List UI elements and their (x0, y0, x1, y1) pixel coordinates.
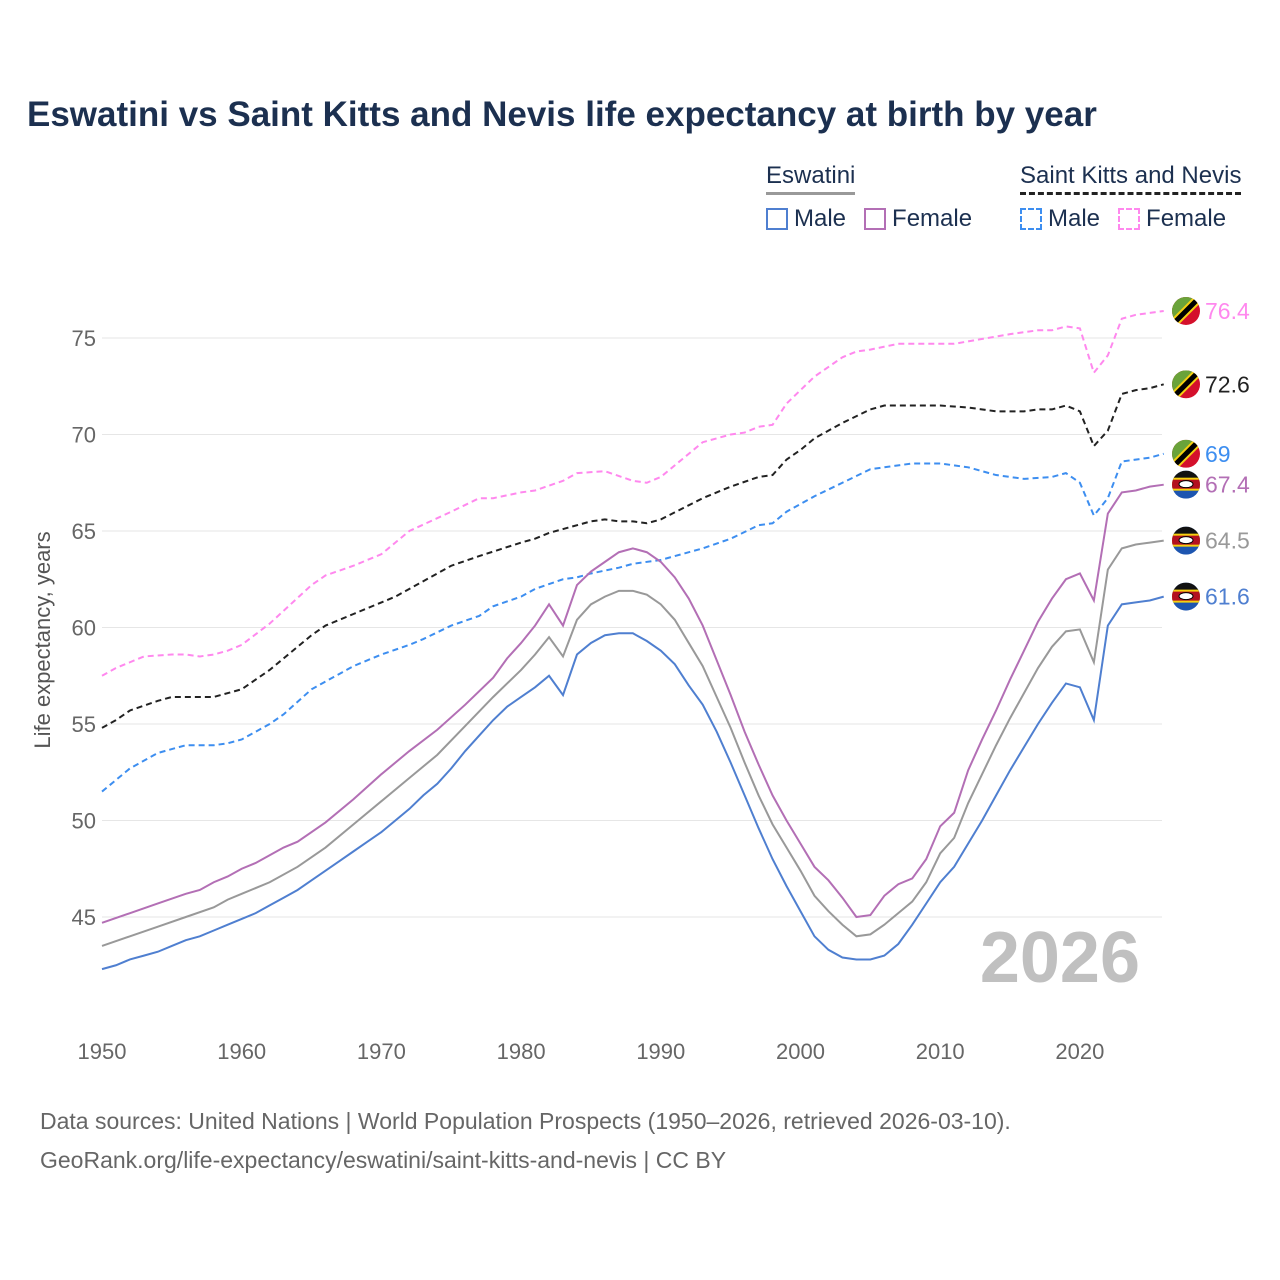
series-line (101, 483, 1164, 924)
x-tick-label: 2000 (776, 1039, 825, 1064)
series-line (101, 595, 1164, 971)
legend-item-eswatini-female[interactable]: Female (864, 205, 972, 233)
legend-item-skn-female[interactable]: Female (1118, 205, 1226, 233)
legend-swatch (766, 208, 788, 230)
x-tick-label: 1980 (497, 1039, 546, 1064)
series-line (101, 309, 1164, 677)
x-tick-label: 2010 (916, 1039, 965, 1064)
end-value-label: 76.4 (1205, 298, 1250, 324)
y-tick-label: 70 (72, 423, 96, 448)
series-line (101, 452, 1164, 793)
saint-kitts-flag-icon (1172, 296, 1200, 325)
legend-label: Male (1048, 205, 1101, 232)
chart-title: Eswatini vs Saint Kitts and Nevis life e… (27, 95, 1097, 134)
eswatini-flag-icon (1172, 526, 1200, 555)
legend-label: Female (892, 205, 973, 232)
y-tick-label: 50 (72, 809, 96, 834)
legend-group-title: Saint Kitts and Nevis (1020, 162, 1242, 195)
legend-swatch (1118, 208, 1141, 230)
gridlines: 45 50 55 60 65 70 75 1950 1960 1970 1980 1990 2000 20… (72, 326, 1162, 1064)
series-lines (101, 309, 1164, 971)
x-tick-label: 1970 (357, 1039, 406, 1064)
legend-swatch (1020, 208, 1042, 230)
legend-label: Female (1146, 205, 1227, 232)
series-line (101, 539, 1164, 947)
legend-item-skn-male[interactable]: Male (1020, 205, 1100, 233)
legend-group-saint-kitts: Saint Kitts and Nevis Male Female (1020, 162, 1242, 233)
legend-label: Male (794, 205, 847, 232)
end-value-label: 61.6 (1205, 584, 1250, 610)
watermark-year: 2026 (980, 918, 1140, 998)
x-tick-label: 1960 (217, 1039, 266, 1064)
y-axis-label: Life expectancy, years (30, 531, 55, 748)
y-tick-label: 65 (72, 519, 96, 544)
saint-kitts-flag-icon (1172, 370, 1200, 399)
legend-swatch (864, 208, 887, 230)
end-value-label: 72.6 (1205, 371, 1250, 397)
series-line (101, 383, 1164, 729)
end-value-label: 67.4 (1205, 472, 1250, 498)
source-url: GeoRank.org/life-expectancy/eswatini/sai… (40, 1147, 727, 1173)
x-tick-label: 1990 (636, 1039, 685, 1064)
legend-group-title: Eswatini (766, 162, 856, 195)
legend-group-eswatini: Eswatini Male Female (766, 162, 972, 233)
end-labels: 76.4 72.6 69 67.4 64.5 61.6 (1172, 296, 1250, 611)
source-line: Data sources: United Nations | World Pop… (40, 1108, 1011, 1134)
y-tick-label: 45 (72, 905, 96, 930)
end-value-label: 64.5 (1205, 528, 1250, 554)
x-tick-label: 1950 (78, 1039, 127, 1064)
y-tick-label: 55 (72, 712, 96, 737)
end-value-label: 69 (1205, 441, 1231, 467)
x-tick-label: 2020 (1055, 1039, 1104, 1064)
y-tick-label: 75 (72, 326, 96, 351)
eswatini-flag-icon (1172, 582, 1200, 611)
y-tick-label: 60 (72, 616, 96, 641)
eswatini-flag-icon (1172, 470, 1200, 499)
saint-kitts-flag-icon (1172, 439, 1200, 468)
legend-item-eswatini-male[interactable]: Male (766, 205, 846, 233)
